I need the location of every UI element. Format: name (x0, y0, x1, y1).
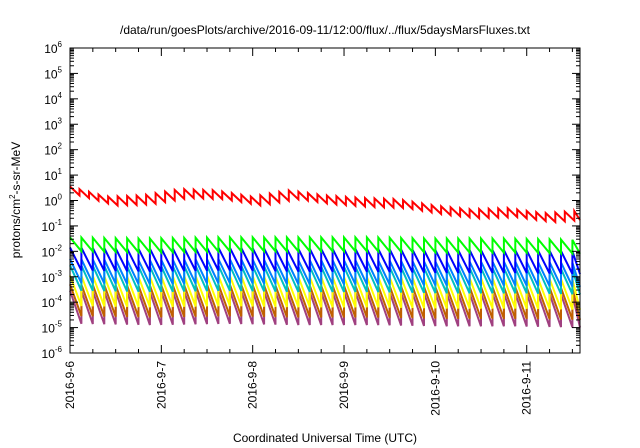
y-tick-label: 10-4 (42, 294, 63, 310)
y-tick-label: 102 (44, 142, 62, 158)
y-tick-label: 101 (44, 167, 62, 183)
x-tick-label: 2016-9-11 (520, 361, 534, 415)
y-tick-label: 104 (44, 91, 62, 107)
y-tick-base: 10 (42, 296, 56, 310)
y-tick-label: 10-2 (42, 243, 63, 259)
series-line (69, 247, 581, 275)
y-axis-label-sup: 2 (8, 194, 17, 199)
y-tick-exp: 1 (58, 167, 63, 176)
x-tick-label: 2016-9-10 (428, 361, 442, 416)
x-tick-label: 2016-9-8 (246, 361, 260, 409)
y-tick-label: 10-6 (42, 345, 63, 361)
y-tick-exp: 5 (58, 65, 63, 74)
y-tick-exp: -5 (55, 320, 63, 329)
y-tick-exp: 6 (58, 40, 63, 49)
y-tick-label: 103 (44, 116, 62, 132)
x-tick-label: 2016-9-9 (337, 361, 351, 409)
y-axis-label-suffix: -s-sr-MeV (9, 142, 23, 195)
series-line (69, 290, 581, 328)
y-tick-base: 10 (44, 118, 58, 132)
y-tick-label: 105 (44, 65, 62, 81)
series-line (69, 234, 581, 257)
y-tick-exp: 0 (58, 193, 63, 202)
x-axis-label: Coordinated Universal Time (UTC) (233, 431, 417, 445)
series-line (69, 258, 581, 288)
y-tick-base: 10 (42, 322, 56, 336)
series-line (69, 185, 581, 225)
series-layer (69, 185, 581, 328)
y-tick-base: 10 (44, 195, 58, 209)
y-tick-label: 106 (44, 40, 62, 56)
y-tick-label: 100 (44, 193, 62, 209)
y-tick-exp: 3 (58, 116, 63, 125)
series-line (69, 264, 581, 295)
y-tick-label: 10-5 (42, 320, 63, 336)
y-tick-base: 10 (44, 144, 58, 158)
series-line (69, 275, 581, 310)
y-tick-exp: -6 (55, 345, 63, 354)
chart-title: /data/run/goesPlots/archive/2016-09-11/1… (120, 23, 531, 37)
y-tick-base: 10 (44, 169, 58, 183)
y-tick-exp: 2 (58, 142, 63, 151)
y-tick-base: 10 (42, 271, 56, 285)
y-tick-base: 10 (44, 93, 58, 107)
y-tick-exp: -2 (55, 243, 63, 252)
x-tick-label: 2016-9-6 (63, 361, 77, 409)
y-tick-exp: -1 (55, 218, 63, 227)
y-tick-exp: -3 (55, 269, 63, 278)
y-axis-label: protons/cm2-s-sr-MeV (8, 142, 23, 258)
y-axis-label-prefix: protons/cm (9, 199, 23, 258)
y-tick-label: 10-1 (42, 218, 63, 234)
y-tick-base: 10 (42, 347, 56, 361)
y-tick-base: 10 (42, 245, 56, 259)
y-tick-exp: -4 (55, 294, 63, 303)
y-tick-base: 10 (44, 67, 58, 81)
y-tick-base: 10 (44, 42, 58, 56)
y-tick-label: 10-3 (42, 269, 63, 285)
plot-frame (69, 47, 581, 354)
y-tick-exp: 4 (58, 91, 63, 100)
x-tick-label: 2016-9-7 (154, 361, 168, 409)
y-tick-base: 10 (42, 220, 56, 234)
series-line (69, 284, 581, 321)
